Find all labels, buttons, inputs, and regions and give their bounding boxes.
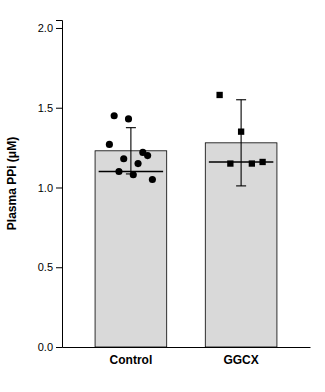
bar — [95, 151, 167, 347]
tick: 1.5 — [38, 102, 62, 114]
axis-line — [56, 21, 63, 348]
axis-line — [63, 347, 311, 348]
error-bar-stem — [241, 100, 242, 186]
error-bar-stem — [130, 128, 131, 174]
error-bar-cap — [236, 185, 246, 186]
tick-mark — [56, 347, 62, 348]
data-point — [111, 112, 118, 119]
data-point — [125, 115, 132, 122]
error-bar — [236, 100, 246, 186]
tick-label: 0.0 — [38, 341, 53, 353]
plot: 0.0 0.5 1.0 1.5 2.0 Control GGCX Plasma PPi (μM… — [5, 21, 311, 367]
data-point — [120, 155, 127, 162]
tick-label: 2.0 — [38, 22, 53, 34]
tick-mark — [56, 28, 62, 29]
data-point — [130, 171, 137, 178]
tick-label: Control — [110, 353, 153, 367]
data-point — [259, 159, 265, 165]
error-bar-cap — [126, 127, 136, 128]
tick-label: 1.0 — [38, 182, 53, 194]
y-axis-title: Plasma PPi (μM) — [5, 137, 19, 230]
median-line — [99, 171, 163, 172]
tick-label: 0.5 — [38, 261, 53, 273]
tick-mark — [56, 187, 62, 188]
tick-mark — [56, 108, 62, 109]
y-axis: 0.0 0.5 1.0 1.5 2.0 — [38, 21, 63, 354]
data-point — [115, 168, 122, 175]
tick-mark — [56, 267, 62, 268]
error-bar — [126, 128, 136, 174]
tick: 2.0 — [38, 22, 62, 34]
tick: 0.0 — [38, 341, 62, 353]
data-point — [134, 160, 141, 167]
tick: 0.5 — [38, 261, 62, 273]
data-point — [149, 176, 156, 183]
chart: 0.0 0.5 1.0 1.5 2.0 Control GGCX Plasma PPi (μM… — [0, 0, 325, 392]
data-point — [249, 160, 255, 166]
marks — [95, 92, 277, 347]
tick-label: GGCX — [223, 353, 258, 367]
tick: Control — [110, 353, 153, 367]
tick: GGCX — [223, 353, 258, 367]
data-point — [238, 128, 244, 134]
tick: 1.0 — [38, 182, 62, 194]
error-bar-cap — [236, 99, 246, 100]
data-point — [144, 152, 151, 159]
x-axis: Control GGCX — [63, 348, 311, 367]
data-point — [216, 92, 222, 98]
data-point — [227, 160, 233, 166]
data-point — [106, 141, 113, 148]
tick-label: 1.5 — [38, 102, 53, 114]
